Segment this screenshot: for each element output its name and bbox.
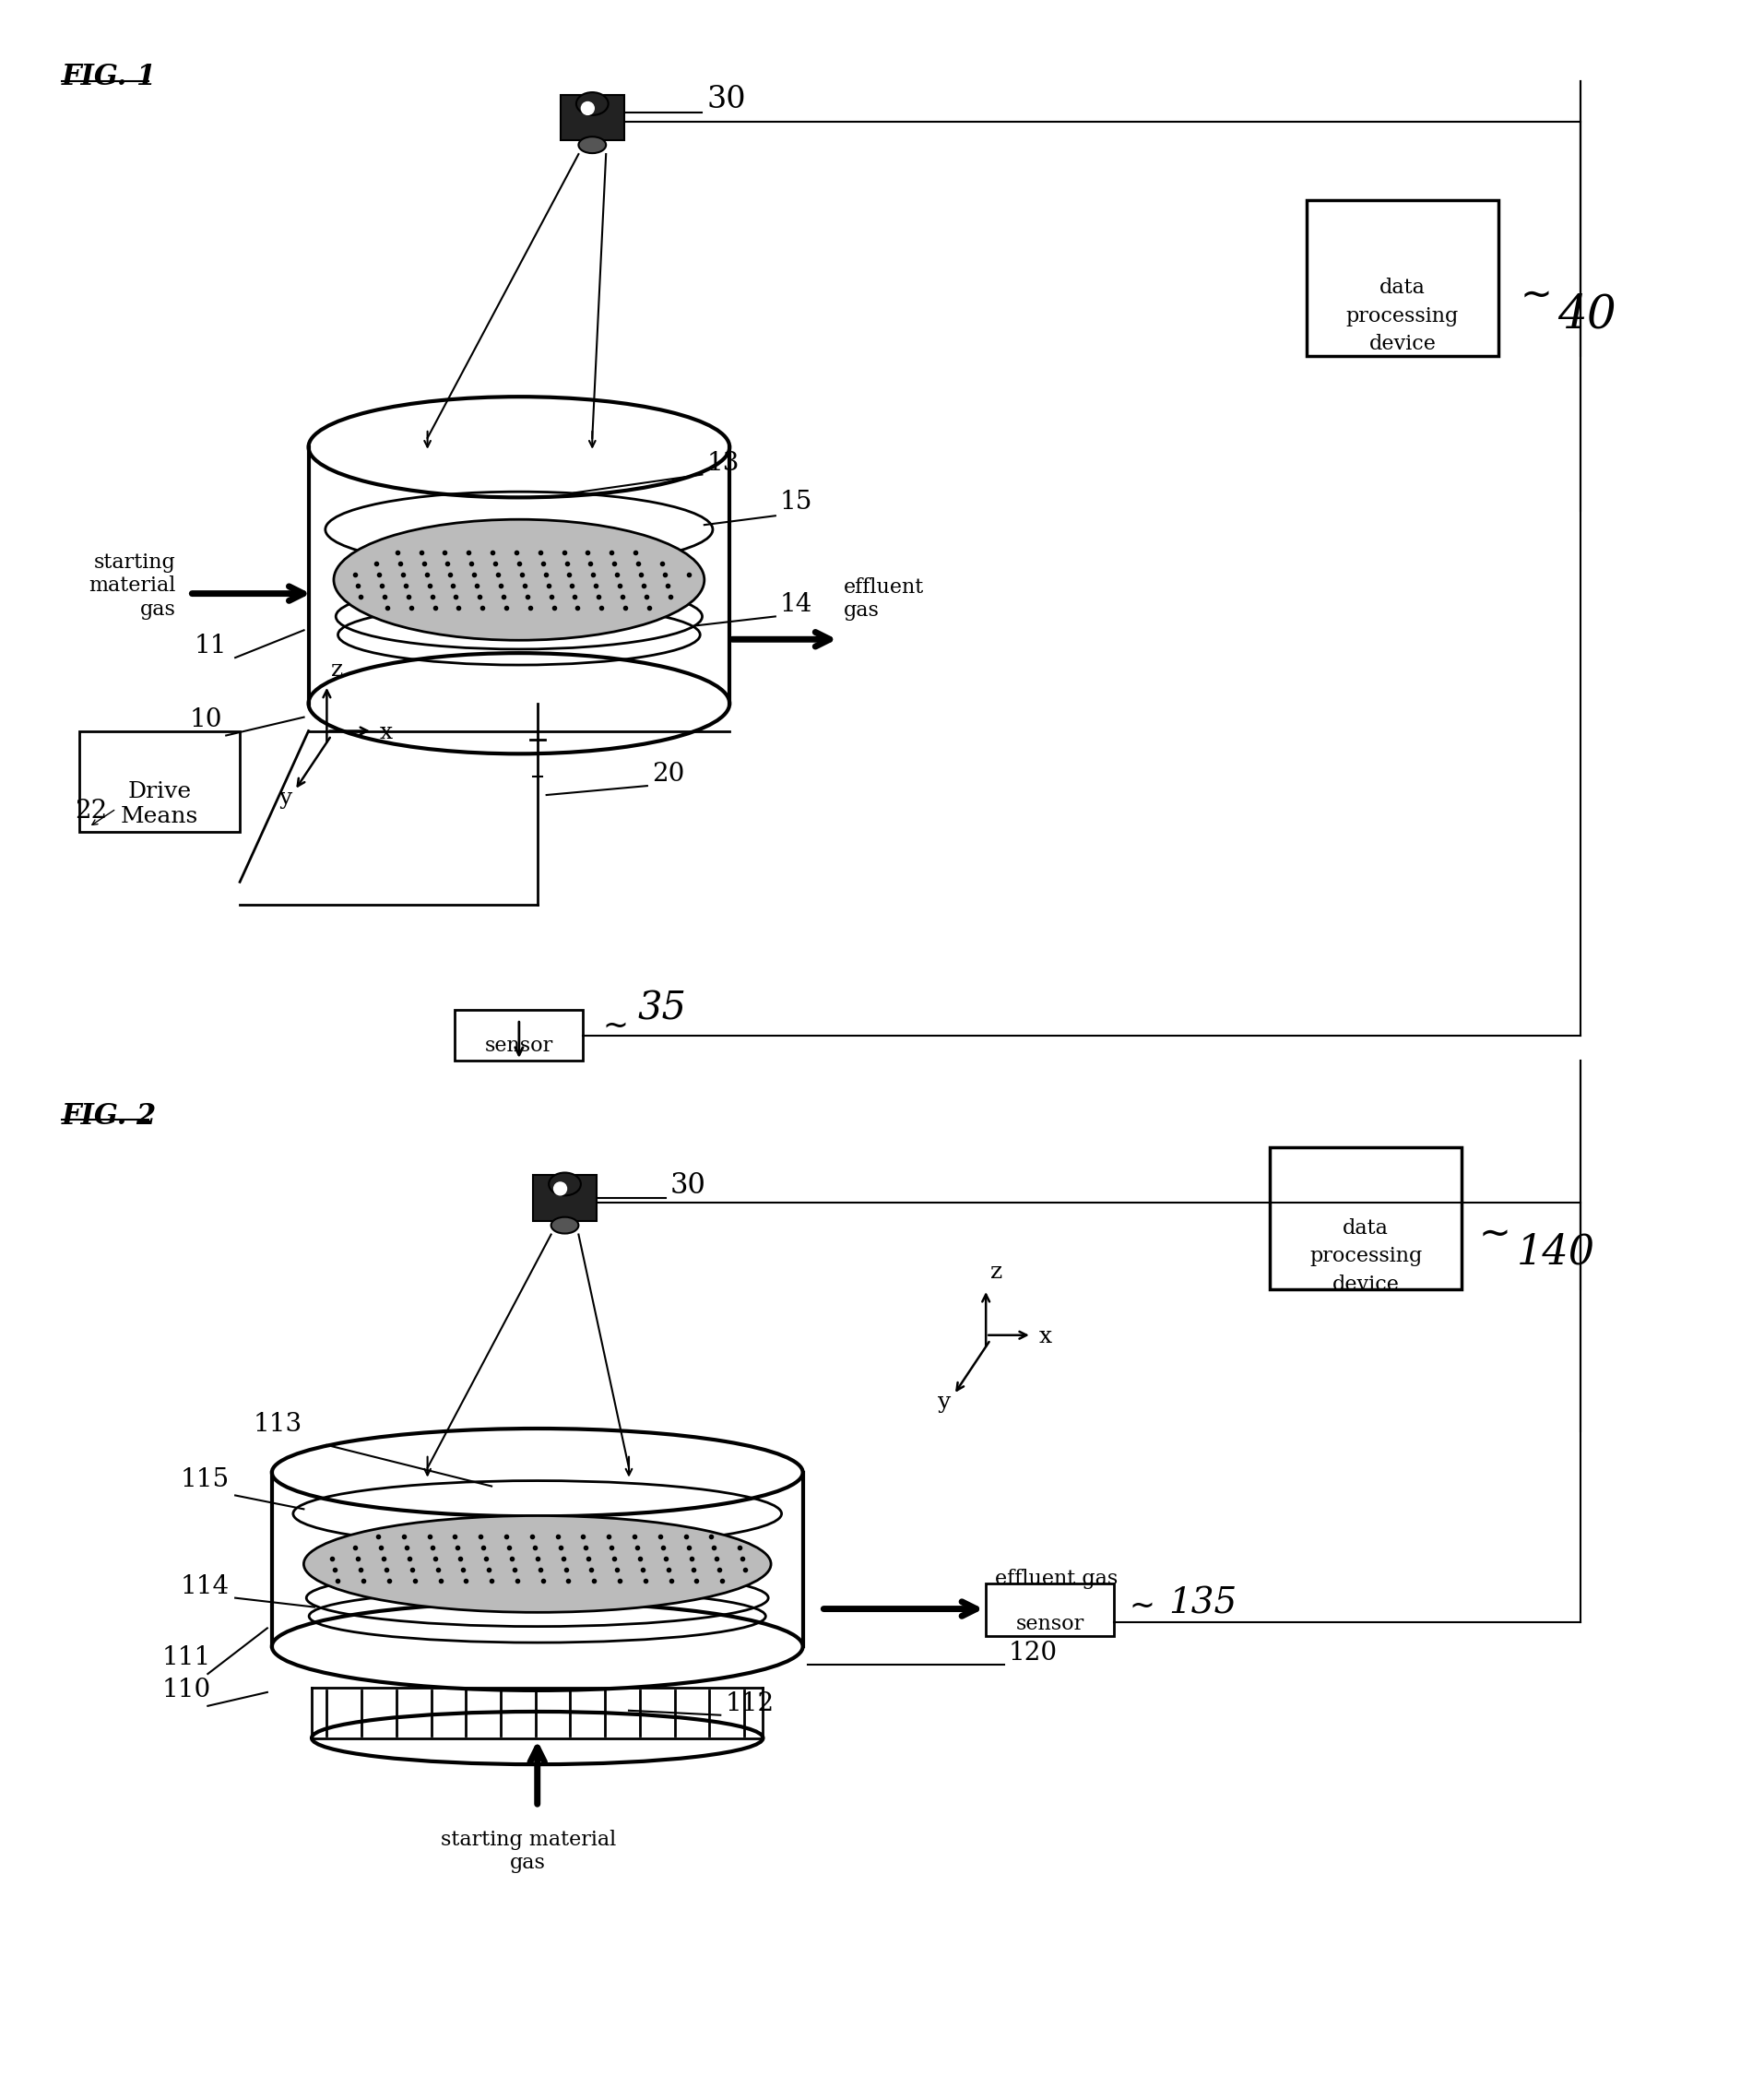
Text: x: x	[379, 722, 393, 743]
Text: z: z	[990, 1261, 1002, 1282]
Text: 11: 11	[194, 634, 228, 659]
Text: z: z	[332, 659, 344, 680]
Text: starting
material
gas: starting material gas	[88, 552, 176, 619]
Bar	[986, 1583, 1115, 1637]
Text: 140: 140	[1517, 1232, 1595, 1272]
Text: 30: 30	[707, 86, 746, 115]
Ellipse shape	[550, 1217, 579, 1234]
Text: 111: 111	[162, 1646, 212, 1671]
Ellipse shape	[577, 92, 609, 115]
Bar	[561, 94, 624, 141]
Ellipse shape	[303, 1515, 771, 1612]
Ellipse shape	[333, 518, 704, 640]
Text: $\sim$: $\sim$	[1512, 275, 1551, 313]
Text: 30: 30	[670, 1171, 706, 1201]
Text: sensor: sensor	[1016, 1614, 1085, 1633]
Text: effluent gas: effluent gas	[995, 1568, 1118, 1589]
Text: y: y	[938, 1392, 951, 1413]
Text: 13: 13	[707, 451, 739, 476]
Ellipse shape	[579, 136, 607, 153]
Text: 35: 35	[639, 989, 686, 1029]
Text: sensor: sensor	[485, 1035, 554, 1056]
Text: effluent
gas: effluent gas	[843, 577, 924, 621]
Ellipse shape	[582, 103, 594, 115]
Text: 120: 120	[1009, 1641, 1058, 1667]
Bar	[79, 730, 240, 831]
Text: 135: 135	[1170, 1587, 1238, 1620]
Text: starting material
gas: starting material gas	[441, 1830, 616, 1872]
Bar	[1307, 199, 1499, 355]
Text: $\sim$: $\sim$	[596, 1010, 628, 1039]
Text: data
processing
device: data processing device	[1309, 1217, 1422, 1295]
Text: 10: 10	[189, 707, 222, 733]
Text: Drive
Means: Drive Means	[120, 781, 198, 827]
Bar	[455, 1010, 584, 1060]
Text: 113: 113	[254, 1413, 303, 1438]
Text: data
processing
device: data processing device	[1346, 277, 1459, 355]
Text: 114: 114	[180, 1574, 229, 1599]
Text: 14: 14	[780, 592, 813, 617]
Text: $\sim$: $\sim$	[1471, 1213, 1508, 1251]
Text: 112: 112	[725, 1692, 774, 1717]
Text: FIG. 1: FIG. 1	[62, 63, 157, 90]
Text: x: x	[1039, 1327, 1051, 1348]
Ellipse shape	[554, 1182, 566, 1194]
Text: 110: 110	[162, 1677, 212, 1702]
Text: 22: 22	[76, 798, 108, 823]
Text: FIG. 2: FIG. 2	[62, 1102, 157, 1129]
Bar	[1270, 1148, 1462, 1289]
Text: 40: 40	[1558, 292, 1618, 338]
Text: 115: 115	[180, 1467, 229, 1492]
Text: 20: 20	[651, 762, 684, 787]
Text: 15: 15	[780, 489, 813, 514]
Ellipse shape	[549, 1173, 580, 1196]
Text: y: y	[279, 787, 293, 808]
Bar	[533, 1175, 596, 1222]
Text: $\sim$: $\sim$	[1124, 1589, 1154, 1620]
